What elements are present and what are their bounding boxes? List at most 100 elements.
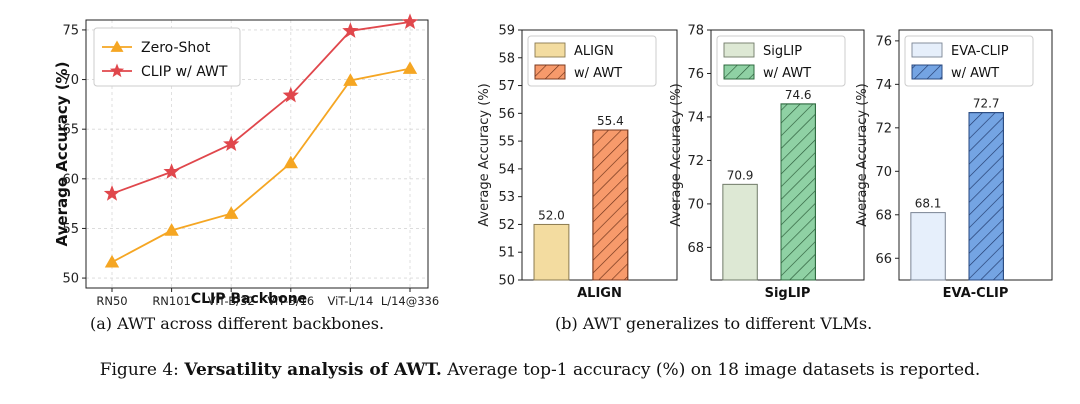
legend: Zero-Shot CLIP w/ AWT [93,27,241,87]
y-tick-label: 74 [875,78,892,93]
bar-hatch [592,129,629,281]
x-tick-label: ViT-L/14 [327,294,373,308]
y-tick-label: 74 [687,110,704,125]
y-tick-label: 56 [498,107,515,122]
data-point [163,163,180,179]
legend-swatch [911,42,943,58]
y-tick-label: 57 [498,79,515,94]
x-tick-label: RN101 [152,294,191,308]
plot-frame [85,19,429,289]
bar-value-label: 52.0 [538,208,565,222]
y-tick-label: 65 [62,123,79,138]
x-axis-label: ALIGN [577,286,622,301]
figure-canvas: 50 55 60 65 70 75 RN50 RN101 ViT-B/32 ViT-B/16 ViT… [53,13,1053,308]
y-tick-label: 76 [687,67,704,82]
y-tick-label: 70 [687,197,704,212]
y-axis-label: Average Accuracy (%) [53,62,71,247]
data-point [401,13,419,30]
caption-a: (a) AWT across different backbones. [90,314,385,333]
y-tick-label: 72 [687,154,704,169]
y-tick-label: 51 [498,246,515,261]
x-axis-label: EVA-CLIP [943,286,1009,301]
figure-caption: Figure 4: Versatility analysis of AWT. A… [0,360,1080,380]
legend-swatch-hatch [534,64,566,80]
bar-value-label: 74.6 [785,88,812,102]
legend-label: w/ AWT [574,66,622,81]
bar-baseline [722,183,758,281]
legend-swatch [534,42,566,58]
legend-swatch-hatch [723,64,755,80]
y-tick-label: 70 [62,73,79,88]
legend-swatch-hatch [911,64,943,80]
legend: SigLIP w/ AWT [716,35,846,87]
y-tick-label: 59 [498,24,515,39]
bar-value-label: 68.1 [915,197,942,211]
y-tick-label: 50 [498,274,515,289]
y-tick-label: 78 [687,24,704,39]
y-tick-label: 55 [62,222,79,237]
bar-value-label: 70.9 [727,168,754,182]
y-tick-label: 68 [687,241,704,256]
x-tick-label: RN50 [96,294,127,308]
y-tick-label: 53 [498,190,515,205]
legend-label: w/ AWT [763,66,811,81]
data-point [282,86,299,103]
data-point [223,135,240,151]
x-tick-label: L/14@336 [381,294,439,308]
legend: ALIGN w/ AWT [527,35,657,87]
y-tick-label: 75 [62,23,79,38]
y-axis-label: Average Accuracy (%) [669,83,684,227]
bar-chart-align: 50 51 52 53 54 55 56 57 58 59 52.0 55.4 ALIGN Average… [477,24,678,301]
data-point [402,61,418,74]
data-point [283,155,298,169]
legend-label: EVA-CLIP [951,44,1009,59]
x-axis-label: SigLIP [765,286,811,301]
legend-label: SigLIP [763,44,802,59]
legend-swatch [723,42,755,58]
x-axis-label: CLIP Backbone [191,291,307,307]
data-point [104,254,120,268]
y-tick-label: 66 [875,252,892,267]
data-point [342,22,359,38]
legend-label: ALIGN [574,44,614,59]
y-axis-label: Average Accuracy (%) [477,83,492,227]
data-point [224,206,239,219]
y-tick-label: 60 [62,172,79,187]
data-point [103,185,121,201]
bar-hatch [780,103,816,281]
bar-value-label: 55.4 [597,114,624,128]
bar-value-label: 72.7 [973,97,1000,111]
line-chart-backbones: 50 55 60 65 70 75 RN50 RN101 ViT-B/32 ViT-B/16 ViT… [53,13,439,308]
y-tick-label: 50 [62,272,79,287]
y-tick-label: 68 [875,208,892,223]
bar-chart-siglip: 68 70 72 74 76 78 70.9 74.6 SigLIP Average Accura… [669,24,865,301]
data-point [164,223,179,236]
figure-label: Figure 4: [99,360,179,380]
legend-label: CLIP w/ AWT [141,64,228,80]
data-point [343,73,358,86]
bar-baseline [910,212,946,281]
legend-marker [110,40,124,52]
y-tick-label: 52 [498,218,515,233]
x-tick-label: ViT-B/32 [208,294,255,308]
y-tick-label: 55 [498,135,515,150]
series-line-clip-awt [111,21,411,195]
bar-chart-eva-clip: 66 68 70 72 74 76 68.1 72.7 EVA-CLIP Average Accu… [855,29,1053,301]
y-tick-label: 58 [498,51,515,66]
series-line-zero-shot [111,67,411,263]
y-tick-label: 76 [875,34,892,49]
legend: EVA-CLIP w/ AWT [904,35,1034,87]
bar-hatch [968,112,1004,281]
legend-label: Zero-Shot [141,40,211,56]
caption-b: (b) AWT generalizes to different VLMs. [555,314,873,333]
y-tick-label: 54 [498,162,515,177]
legend-marker [109,63,125,78]
figure-caption-bold: Versatility analysis of AWT. [184,360,442,380]
legend-label: w/ AWT [951,66,999,81]
bar-baseline [533,223,570,281]
y-axis-label: Average Accuracy (%) [855,83,870,227]
x-tick-label: ViT-B/16 [267,294,314,308]
figure-caption-rest: Average top-1 accuracy (%) on 18 image d… [447,360,981,380]
y-tick-label: 72 [875,121,892,136]
y-tick-label: 70 [875,165,892,180]
